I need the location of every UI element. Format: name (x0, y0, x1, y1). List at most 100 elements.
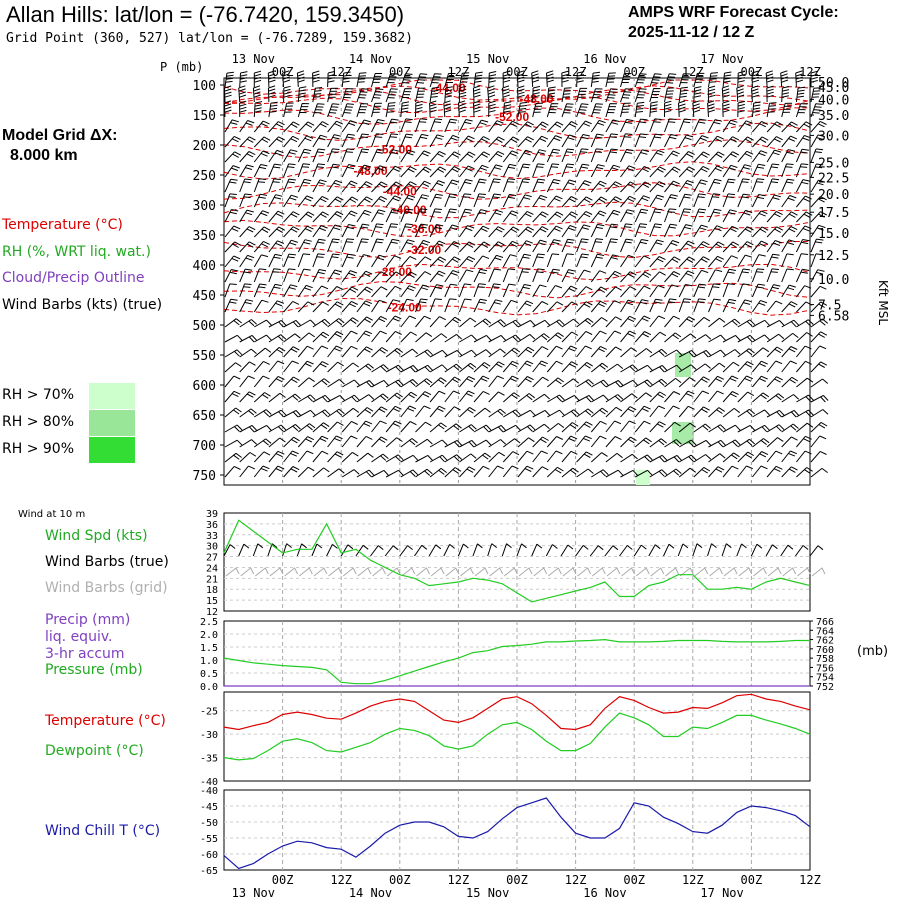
wind-barb (503, 409, 521, 418)
wind-barb (488, 241, 505, 253)
wind-barb-grid (591, 567, 606, 577)
wind-barb (356, 346, 373, 358)
wind-barb (458, 269, 474, 283)
wind-barb (561, 422, 579, 433)
wind-barb (400, 378, 419, 388)
wind-barb (502, 150, 519, 163)
time-tick-top: 12Z (565, 65, 587, 79)
wind-barb-grid (460, 567, 474, 577)
wind-barb (810, 224, 826, 238)
wind-barb (253, 254, 269, 268)
wind-barb (766, 102, 777, 118)
wind-barb (356, 330, 373, 343)
wind-barb (371, 393, 389, 403)
wind-barb (722, 71, 732, 88)
wind-barb (605, 103, 617, 118)
wind-barb-grid (797, 567, 811, 577)
wind-barb (385, 118, 399, 133)
wind-barb (561, 269, 576, 283)
wind-barb (634, 331, 652, 343)
wind-barb (781, 450, 797, 463)
wind-barb (590, 164, 605, 178)
wind-barb (400, 469, 419, 478)
wind-barb (664, 100, 672, 118)
time-tick-top: 00Z (389, 65, 411, 79)
wind-barb (664, 118, 677, 133)
wind-barb (223, 100, 232, 118)
wind-barb (517, 360, 534, 373)
wind-barb (708, 439, 726, 448)
wind-barb (532, 194, 548, 208)
time-tick-top: 12Z (448, 65, 470, 79)
wind-barb (502, 120, 519, 133)
wind-speed-tick-label: 24 (206, 563, 218, 574)
wind-barb (810, 394, 829, 403)
wind-barb (664, 298, 677, 313)
wind-barb (766, 300, 783, 313)
wind-barb (605, 406, 623, 418)
wind-speed-tick-label: 30 (206, 542, 218, 553)
wind-barb (751, 101, 761, 118)
wind-barb (795, 103, 808, 118)
wind-barb (356, 196, 373, 208)
wind-barb (664, 454, 682, 463)
wind-barb (664, 315, 681, 328)
temperature-contour-label: -36.00 (407, 222, 441, 236)
wind-barb-grid (328, 567, 343, 577)
wind-barb (327, 451, 344, 463)
wind-barb (312, 269, 327, 283)
wind-barb (356, 148, 370, 163)
wind-chill-panel-frame (223, 789, 811, 871)
wind-barb (312, 253, 325, 268)
wind-speed-tick-label: 27 (206, 553, 218, 564)
wind-barb (737, 120, 753, 133)
wind-barb (297, 86, 307, 103)
pressure-tick-label: 550 (193, 349, 216, 364)
wind-barb (781, 466, 798, 478)
wind-barb (458, 208, 473, 223)
wind-barb (429, 270, 446, 283)
wind-barb (751, 150, 768, 163)
time-tick-top: 00Z (506, 65, 528, 79)
wind-barb (810, 285, 827, 298)
wind-barb (664, 468, 682, 478)
wind-barb (488, 268, 502, 283)
wind-barb (751, 268, 765, 283)
wind-barb (254, 319, 272, 328)
wind-barb (400, 255, 417, 268)
precip-tick-label: 1.5 (200, 643, 218, 654)
wind-barb (472, 85, 481, 103)
wind-barb (693, 135, 709, 148)
wind-barb (341, 407, 360, 418)
wind-barb (692, 100, 701, 118)
wind-barb (268, 392, 286, 403)
model-grid-label: Model Grid ΔX: 8.000 km (2, 126, 118, 166)
wind-barb (517, 101, 528, 118)
wind-barb (532, 319, 551, 328)
wind-barb (415, 315, 431, 328)
wind-barb (356, 363, 374, 373)
wind-barb-grid (284, 567, 299, 577)
wind-barb-true (267, 543, 278, 557)
pressure-tick-label: 100 (193, 79, 216, 94)
wind-barb (356, 316, 373, 328)
wind-barb (546, 436, 564, 448)
wind-barb (371, 148, 385, 163)
wind-barb (708, 269, 723, 283)
wind-barb (400, 73, 413, 88)
wind-barb (517, 178, 530, 193)
wind-barb (488, 193, 501, 208)
wind-barb (459, 349, 477, 358)
wind-barb (297, 345, 314, 358)
wind-barb-grid (694, 567, 709, 577)
wind-barb (312, 238, 326, 253)
wind-barb (590, 88, 603, 103)
kft-tick-label: 22.5 (818, 171, 849, 186)
wind-barb (239, 452, 257, 463)
time-tick-bottom: 00Z (741, 873, 763, 887)
time-tick-bottom: 00Z (272, 873, 294, 887)
wind-barb-true (296, 543, 307, 557)
wind-barb (634, 73, 647, 88)
wind-barb (488, 71, 497, 88)
wind-barb (678, 240, 695, 253)
